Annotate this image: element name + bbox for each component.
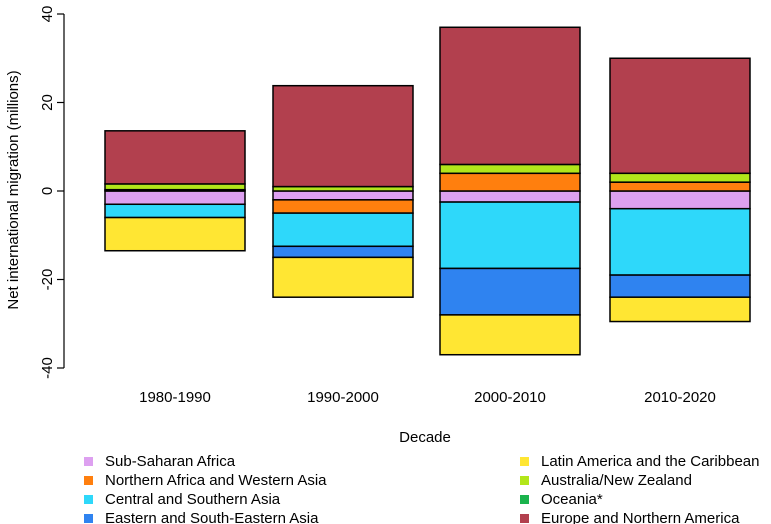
y-tick-label: 40 (39, 6, 56, 23)
bar-segment-central-and-southern-asia-1980-1990 (104, 203, 246, 219)
y-axis-title: Net international migration (millions) (5, 70, 22, 309)
x-axis-title: Decade (399, 429, 451, 446)
bar-segment-northern-africa-and-western-asia-2000-2010 (439, 172, 581, 192)
bar-segment-europe-and-northern-america-1990-2000 (272, 84, 414, 188)
bar-segment-northern-africa-and-western-asia-2010-2020 (609, 181, 751, 192)
legend-label-australia-new-zealand: Australia/New Zealand (541, 472, 692, 489)
legend-label-oceania: Oceania* (541, 491, 603, 508)
bar-segment-europe-and-northern-america-1980-1990 (104, 130, 246, 185)
bar-segment-australia-new-zealand-2000-2010 (439, 163, 581, 175)
bar-segment-latin-america-and-the-caribbean-2000-2010 (439, 314, 581, 356)
y-tick-label: 20 (39, 94, 56, 111)
bar-segment-eastern-and-south-eastern-asia-2010-2020 (609, 274, 751, 298)
bar-segment-australia-new-zealand-2010-2020 (609, 172, 751, 183)
bar-segment-sub-saharan-africa-2000-2010 (439, 190, 581, 203)
bar-segment-sub-saharan-africa-1980-1990 (104, 190, 246, 206)
x-tick-label-1980-1990: 1980-1990 (139, 389, 211, 406)
x-axis: 1980-1990 1990-2000 2000-2010 2010-2020 (139, 389, 716, 406)
legend-swatch-australia-new-zealand (520, 476, 529, 485)
y-tick-label: -40 (39, 357, 56, 379)
legend-swatch-sub-saharan-africa (84, 457, 93, 466)
bar-segment-sub-saharan-africa-2010-2020 (609, 190, 751, 210)
bar-segment-eastern-and-south-eastern-asia-1990-2000 (272, 245, 414, 259)
y-axis: -40 -20 0 20 40 (39, 6, 65, 379)
bar-segment-central-and-southern-asia-1990-2000 (272, 212, 414, 248)
bar-segment-australia-new-zealand-1980-1990 (104, 183, 246, 191)
x-tick-label-2010-2020: 2010-2020 (644, 389, 716, 406)
bar-segment-sub-saharan-africa-1990-2000 (272, 190, 414, 201)
legend-label-eastern-and-south-eastern-asia: Eastern and South-Eastern Asia (105, 510, 319, 524)
bar-segment-europe-and-northern-america-2000-2010 (439, 26, 581, 166)
legend-label-sub-saharan-africa: Sub-Saharan Africa (105, 453, 236, 470)
legend-swatch-oceania (520, 495, 529, 504)
legend-swatch-europe-and-northern-america (520, 514, 529, 523)
legend-swatch-latin-america-and-the-caribbean (520, 457, 529, 466)
x-tick-label-1990-2000: 1990-2000 (307, 389, 379, 406)
bar-segment-latin-america-and-the-caribbean-2010-2020 (609, 296, 751, 323)
bar-segment-europe-and-northern-america-2010-2020 (609, 57, 751, 175)
x-tick-label-2000-2010: 2000-2010 (474, 389, 546, 406)
y-tick-label: -20 (39, 269, 56, 291)
bar-segment-northern-africa-and-western-asia-1990-2000 (272, 199, 414, 214)
legend-label-northern-africa-and-western-asia: Northern Africa and Western Asia (105, 472, 327, 489)
legend-swatch-eastern-and-south-eastern-asia (84, 514, 93, 523)
legend-swatch-central-and-southern-asia (84, 495, 93, 504)
bar-segment-latin-america-and-the-caribbean-1980-1990 (104, 216, 246, 252)
y-tick-label: 0 (39, 187, 56, 195)
bar-segment-latin-america-and-the-caribbean-1990-2000 (272, 256, 414, 298)
bar-segment-central-and-southern-asia-2010-2020 (609, 207, 751, 276)
legend: Sub-Saharan Africa Northern Africa and We… (84, 453, 759, 524)
legend-label-europe-and-northern-america: Europe and Northern America (541, 510, 740, 524)
legend-swatch-northern-africa-and-western-asia (84, 476, 93, 485)
legend-label-latin-america-and-the-caribbean: Latin America and the Caribbean (541, 453, 759, 470)
legend-label-central-and-southern-asia: Central and Southern Asia (105, 491, 281, 508)
bar-segment-central-and-southern-asia-2000-2010 (439, 201, 581, 270)
bars-layer (104, 26, 751, 356)
bar-segment-eastern-and-south-eastern-asia-2000-2010 (439, 267, 581, 316)
